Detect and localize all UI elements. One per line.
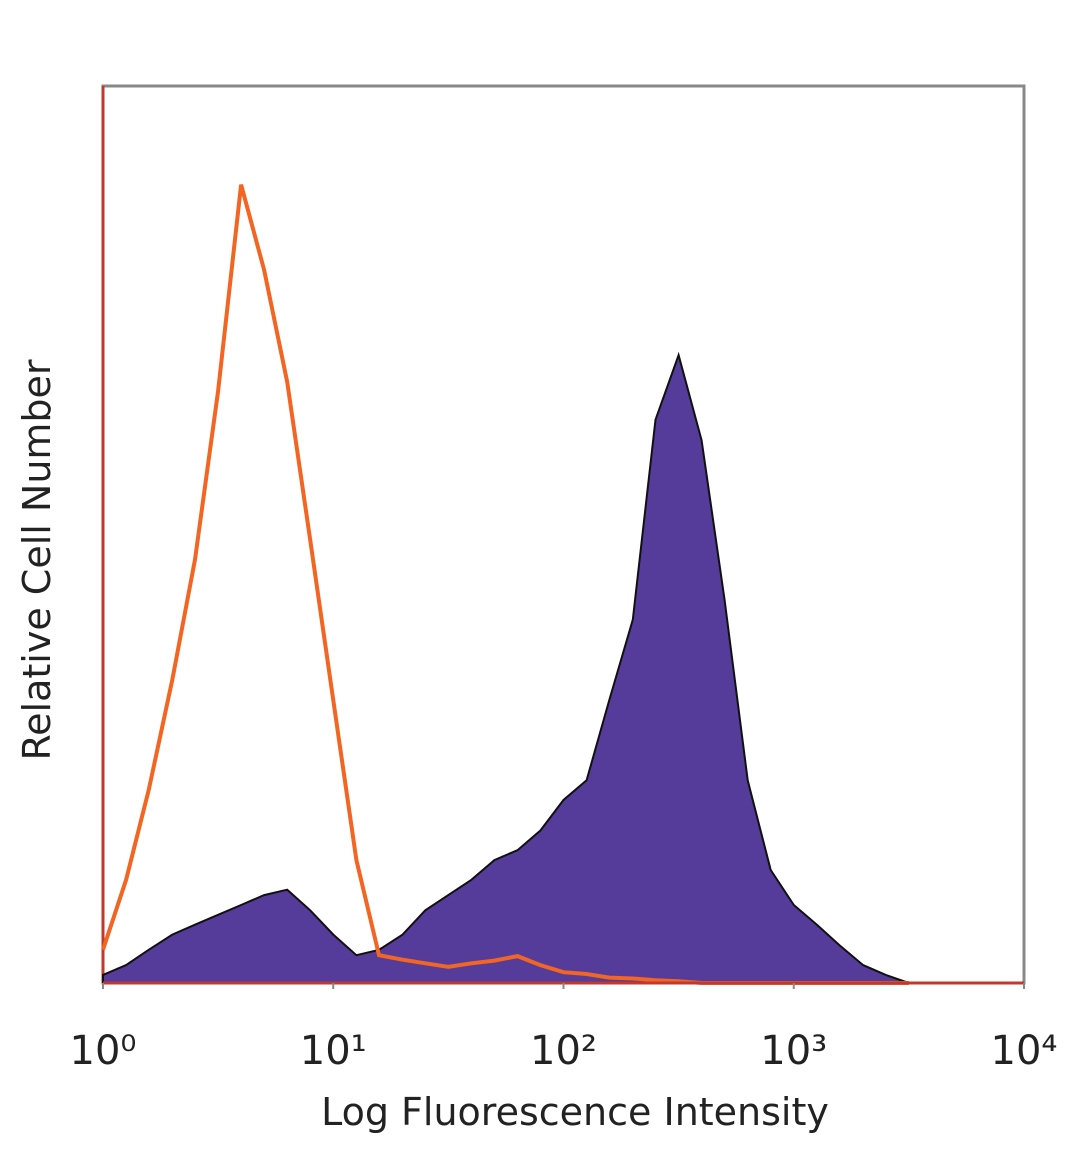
x-axis-label: Log Fluorescence Intensity [321, 1090, 829, 1134]
x-tick-label: 10¹ [300, 1028, 367, 1074]
x-tick-label: 10³ [760, 1028, 827, 1074]
y-axis-label: Relative Cell Number [15, 359, 59, 760]
x-tick-label: 10² [530, 1028, 597, 1074]
x-tick-label: 10⁴ [991, 1028, 1058, 1074]
x-tick-label: 10⁰ [70, 1028, 137, 1074]
filled-histogram [102, 351, 910, 984]
